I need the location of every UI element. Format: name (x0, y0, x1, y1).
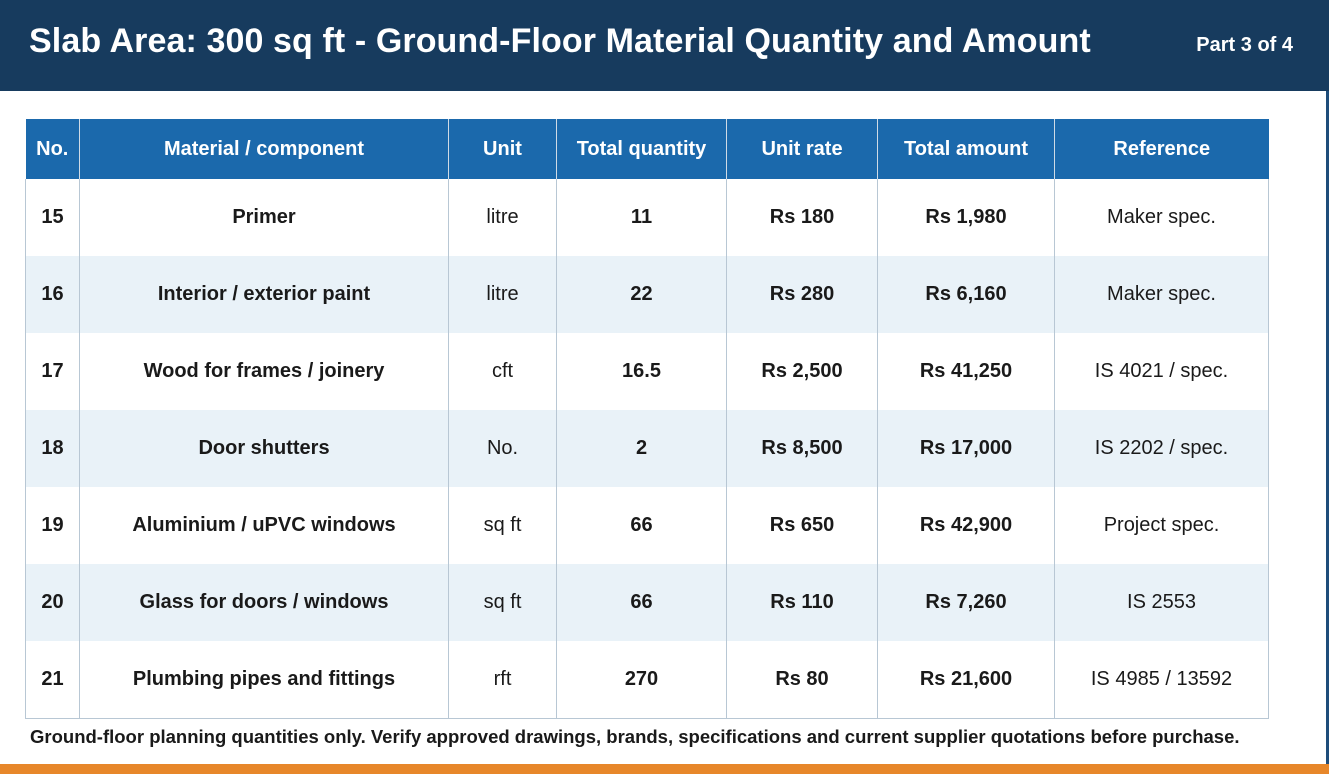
unit-cell: cft (448, 333, 557, 410)
amount-cell: Rs 41,250 (877, 333, 1055, 410)
rate-cell: Rs 280 (726, 256, 878, 333)
footnote: Ground-floor planning quantities only. V… (30, 726, 1240, 747)
column-header-quantity: Total quantity (556, 119, 727, 179)
row-number: 20 (25, 564, 80, 641)
reference-cell: IS 4021 / spec. (1054, 333, 1269, 410)
column-header-rate: Unit rate (726, 119, 878, 179)
column-header-no: No. (25, 119, 80, 179)
reference-cell: IS 4985 / 13592 (1054, 641, 1269, 719)
quantity-cell: 16.5 (556, 333, 727, 410)
rate-cell: Rs 180 (726, 179, 878, 256)
table-row: 20 Glass for doors / windows sq ft 66 Rs… (25, 564, 1269, 641)
unit-cell: sq ft (448, 487, 557, 564)
table-row: 21 Plumbing pipes and fittings rft 270 R… (25, 641, 1269, 719)
amount-cell: Rs 17,000 (877, 410, 1055, 487)
column-header-reference: Reference (1054, 119, 1269, 179)
quantity-cell: 22 (556, 256, 727, 333)
rate-cell: Rs 8,500 (726, 410, 878, 487)
table-row: 16 Interior / exterior paint litre 22 Rs… (25, 256, 1269, 333)
reference-cell: IS 2202 / spec. (1054, 410, 1269, 487)
row-number: 15 (25, 179, 80, 256)
column-header-unit: Unit (448, 119, 557, 179)
unit-cell: rft (448, 641, 557, 719)
reference-cell: Maker spec. (1054, 256, 1269, 333)
column-header-material: Material / component (79, 119, 449, 179)
table-row: 19 Aluminium / uPVC windows sq ft 66 Rs … (25, 487, 1269, 564)
table-header-row: No. Material / component Unit Total quan… (25, 119, 1269, 179)
rate-cell: Rs 2,500 (726, 333, 878, 410)
material-name: Glass for doors / windows (79, 564, 449, 641)
material-name: Wood for frames / joinery (79, 333, 449, 410)
page-header: Slab Area: 300 sq ft - Ground-Floor Mate… (0, 0, 1329, 91)
rate-cell: Rs 80 (726, 641, 878, 719)
column-header-amount: Total amount (877, 119, 1055, 179)
right-edge-strip (1326, 91, 1329, 764)
reference-cell: Maker spec. (1054, 179, 1269, 256)
material-table: No. Material / component Unit Total quan… (25, 119, 1269, 719)
page-title: Slab Area: 300 sq ft - Ground-Floor Mate… (29, 22, 1091, 60)
amount-cell: Rs 7,260 (877, 564, 1055, 641)
material-name: Plumbing pipes and fittings (79, 641, 449, 719)
amount-cell: Rs 1,980 (877, 179, 1055, 256)
amount-cell: Rs 42,900 (877, 487, 1055, 564)
part-indicator: Part 3 of 4 (1196, 34, 1293, 56)
material-name: Aluminium / uPVC windows (79, 487, 449, 564)
quantity-cell: 66 (556, 487, 727, 564)
table-row: 18 Door shutters No. 2 Rs 8,500 Rs 17,00… (25, 410, 1269, 487)
quantity-cell: 11 (556, 179, 727, 256)
row-number: 17 (25, 333, 80, 410)
unit-cell: No. (448, 410, 557, 487)
table-row: 15 Primer litre 11 Rs 180 Rs 1,980 Maker… (25, 179, 1269, 256)
material-name: Primer (79, 179, 449, 256)
unit-cell: litre (448, 179, 557, 256)
row-number: 16 (25, 256, 80, 333)
rate-cell: Rs 650 (726, 487, 878, 564)
rate-cell: Rs 110 (726, 564, 878, 641)
amount-cell: Rs 6,160 (877, 256, 1055, 333)
material-name: Interior / exterior paint (79, 256, 449, 333)
table-row: 17 Wood for frames / joinery cft 16.5 Rs… (25, 333, 1269, 410)
amount-cell: Rs 21,600 (877, 641, 1055, 719)
row-number: 21 (25, 641, 80, 719)
reference-cell: IS 2553 (1054, 564, 1269, 641)
quantity-cell: 66 (556, 564, 727, 641)
row-number: 18 (25, 410, 80, 487)
quantity-cell: 270 (556, 641, 727, 719)
unit-cell: sq ft (448, 564, 557, 641)
material-name: Door shutters (79, 410, 449, 487)
quantity-cell: 2 (556, 410, 727, 487)
reference-cell: Project spec. (1054, 487, 1269, 564)
row-number: 19 (25, 487, 80, 564)
unit-cell: litre (448, 256, 557, 333)
bottom-accent-bar (0, 764, 1329, 774)
